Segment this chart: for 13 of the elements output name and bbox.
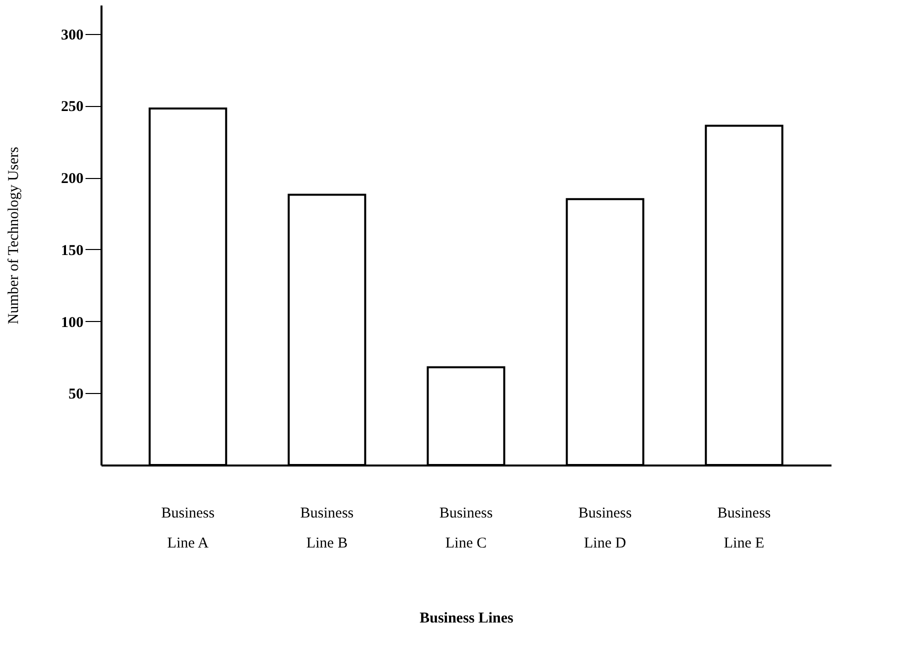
y-tick-label: 150: [61, 242, 84, 259]
x-tick-label: Business Line B: [300, 506, 354, 552]
y-tick-label: 300: [61, 27, 84, 44]
x-tick-label: Business Line E: [717, 506, 771, 552]
y-tick-label: 100: [61, 314, 84, 331]
y-tick-label: 250: [61, 99, 84, 116]
y-tick-label: 50: [68, 386, 84, 403]
x-tick-label: Business Line A: [161, 506, 215, 552]
y-axis-title: Number of Technology Users: [6, 146, 22, 324]
x-tick-label: Business Line D: [578, 506, 632, 552]
y-tick-label: 200: [61, 171, 84, 187]
x-tick-label: Business Line C: [439, 506, 493, 552]
x-axis-title: Business Lines: [420, 610, 514, 626]
